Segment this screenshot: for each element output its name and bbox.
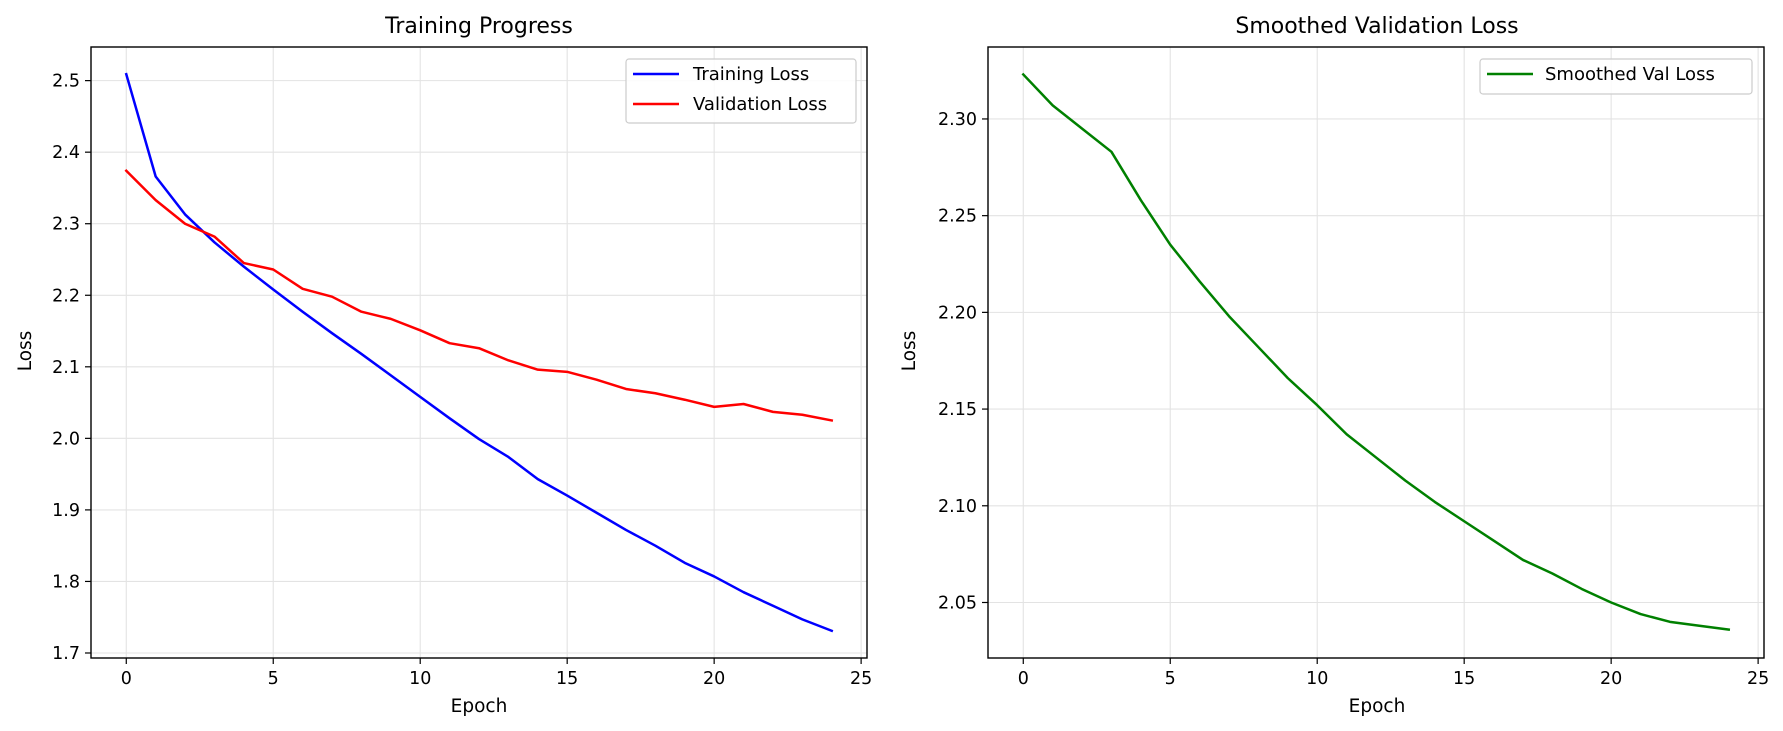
legend-box: [1479, 58, 1753, 95]
chart-title: Smoothed Validation Loss: [1235, 14, 1518, 39]
axes-frame: [987, 46, 1765, 659]
x-tick-label: 25: [1747, 669, 1769, 689]
y-tick-label: 2.2: [52, 286, 80, 306]
axes-frame: [90, 46, 868, 659]
y-tick-label: 2.0: [52, 429, 80, 449]
x-axis-label: Epoch: [451, 696, 508, 717]
x-tick-label: 10: [1306, 669, 1328, 689]
x-tick-label: 20: [1600, 669, 1622, 689]
y-tick-label: 2.25: [938, 207, 977, 227]
y-tick-label: 2.30: [938, 110, 977, 130]
series-line-smoothed-val-loss: [1021, 72, 1731, 631]
legend: Training Loss Validation Loss: [625, 58, 857, 124]
y-tick-label: 2.3: [52, 215, 80, 235]
legend: Smoothed Val Loss: [1479, 58, 1753, 95]
x-tick-label: 5: [268, 669, 279, 689]
y-tick-label: 2.15: [938, 400, 977, 420]
chart-training-progress: Training Progress Epoch Loss 0 5 10 15 20 25 1…: [15, 14, 872, 717]
x-axis-label: Epoch: [1349, 696, 1406, 717]
y-tick-label: 2.1: [52, 358, 80, 378]
chart-title: Training Progress: [384, 14, 573, 39]
y-tick-label: 1.8: [52, 572, 80, 592]
y-axis-label: Loss: [899, 331, 920, 372]
y-tick-label: 1.7: [52, 644, 80, 664]
plot-area: [124, 72, 834, 633]
x-tick-label: 25: [850, 669, 872, 689]
grid: [988, 47, 1764, 658]
y-tick-label: 2.5: [52, 72, 80, 92]
x-tick-label: 20: [703, 669, 725, 689]
y-axis-label: Loss: [15, 331, 36, 372]
y-tick-label: 2.20: [938, 303, 977, 323]
legend-box: [625, 58, 857, 124]
x-tick-label: 0: [1018, 669, 1029, 689]
y-tick-label: 2.05: [938, 593, 977, 613]
series-line-training-loss: [124, 72, 834, 633]
ticks: 0 5 10 15 20 25 1.7 1.8 1.9 2.0 2.1 2.2 2.3 2.4 2.5: [52, 72, 872, 689]
legend-label-validation-loss: Validation Loss: [693, 94, 827, 115]
y-tick-label: 2.10: [938, 497, 977, 517]
plot-area: [1021, 72, 1731, 631]
x-tick-label: 0: [121, 669, 132, 689]
y-tick-label: 1.9: [52, 501, 80, 521]
x-tick-label: 15: [1453, 669, 1475, 689]
x-tick-label: 10: [409, 669, 431, 689]
grid: [91, 47, 867, 658]
legend-label-training-loss: Training Loss: [692, 64, 809, 85]
legend-label-smoothed-val-loss: Smoothed Val Loss: [1545, 64, 1715, 85]
x-tick-label: 5: [1165, 669, 1176, 689]
x-tick-label: 15: [556, 669, 578, 689]
series-line-validation-loss: [124, 169, 834, 422]
ticks: 0 5 10 15 20 25 2.05 2.10 2.15 2.20 2.25 2.30: [938, 110, 1769, 689]
chart-smoothed-validation-loss: Smoothed Validation Loss Epoch Loss 0 5 10…: [899, 14, 1769, 717]
y-tick-label: 2.4: [52, 143, 80, 163]
